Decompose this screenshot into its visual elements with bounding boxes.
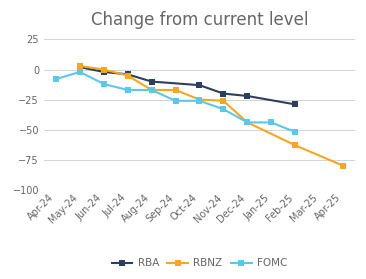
RBNZ — [245, 121, 250, 124]
RBA — [197, 83, 202, 87]
FOMC — [221, 107, 225, 111]
RBA — [78, 66, 82, 69]
RBA — [245, 94, 250, 98]
FOMC — [245, 121, 250, 124]
FOMC — [78, 70, 82, 74]
Legend: RBA, RBNZ, FOMC: RBA, RBNZ, FOMC — [108, 254, 291, 273]
RBNZ — [197, 98, 202, 101]
FOMC — [54, 78, 58, 81]
Line: RBNZ: RBNZ — [77, 63, 346, 169]
FOMC — [197, 99, 202, 102]
RBNZ — [293, 144, 298, 147]
RBA — [149, 80, 154, 83]
RBA — [126, 73, 130, 76]
RBA — [293, 103, 298, 106]
FOMC — [269, 121, 273, 124]
FOMC — [126, 88, 130, 92]
RBA — [101, 70, 106, 74]
FOMC — [173, 99, 178, 102]
FOMC — [293, 130, 298, 134]
RBNZ — [173, 88, 178, 92]
RBNZ — [101, 68, 106, 71]
RBNZ — [149, 88, 154, 92]
Line: RBA: RBA — [77, 64, 298, 107]
Title: Change from current level: Change from current level — [91, 11, 308, 29]
RBA — [221, 92, 225, 95]
RBNZ — [221, 99, 225, 102]
RBNZ — [78, 64, 82, 68]
FOMC — [101, 82, 106, 86]
RBNZ — [126, 74, 130, 77]
RBNZ — [341, 164, 345, 167]
Line: FOMC: FOMC — [53, 69, 298, 135]
FOMC — [149, 88, 154, 92]
